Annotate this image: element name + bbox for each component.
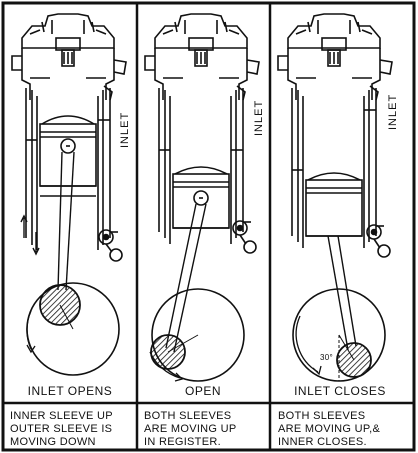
caption-line: INNER CLOSES. [278,436,367,448]
piston-2 [172,166,230,229]
sleeve-drive-1 [98,229,123,262]
caption-line: INNER SLEEVE UP [10,410,113,422]
caption-line: IN REGISTER. [144,436,221,448]
caption-line: OUTER SLEEVE IS [10,423,112,435]
cylinder-walls-3 [291,88,377,248]
connecting-rod-1 [57,151,75,291]
connecting-rod-2 [165,203,207,353]
motion-arrows-1 [20,214,40,256]
cylinder-walls-1 [25,88,111,250]
piston-1 [39,115,97,197]
sleeve-drive-3 [366,224,391,258]
caption-line: ARE MOVING UP [144,423,237,435]
panel-title-2: OPEN [185,384,221,398]
angle-label: 30° [320,353,333,362]
crank-circle-1 [26,282,120,376]
connecting-rod-3 [327,235,357,351]
panel-3: 30° INLET INLET CLOSES BOTH SLEEVES ARE … [277,13,399,448]
panel-title-3: INLET CLOSES [294,384,386,398]
cylinder-walls-2 [158,88,244,244]
caption-line: ARE MOVING UP,& [278,423,380,435]
panel-2: INLET OPEN BOTH SLEEVES ARE MOVING UP IN… [144,13,265,448]
side-label-inlet-3: INLET [387,94,399,130]
caption-line: BOTH SLEEVES [144,410,231,422]
crank-circle-3 [292,288,386,382]
cylinder-head-2 [144,13,260,101]
caption-line: MOVING DOWN [10,436,96,448]
side-label-inlet-2: INLET [253,100,265,136]
sleeve-drive-2 [232,220,257,254]
caption-line: BOTH SLEEVES [278,410,365,422]
panel-title-1: INLET OPENS [28,384,113,398]
crank-circle-2 [149,288,245,382]
cylinder-head-3 [277,13,393,101]
piston-3 [305,172,363,237]
panel-1: INLET INLET OPENS INNER SLEEVE UP OUTER … [10,13,131,448]
cylinder-head-1 [11,13,127,101]
side-label-inlet-1: INLET [119,112,131,148]
